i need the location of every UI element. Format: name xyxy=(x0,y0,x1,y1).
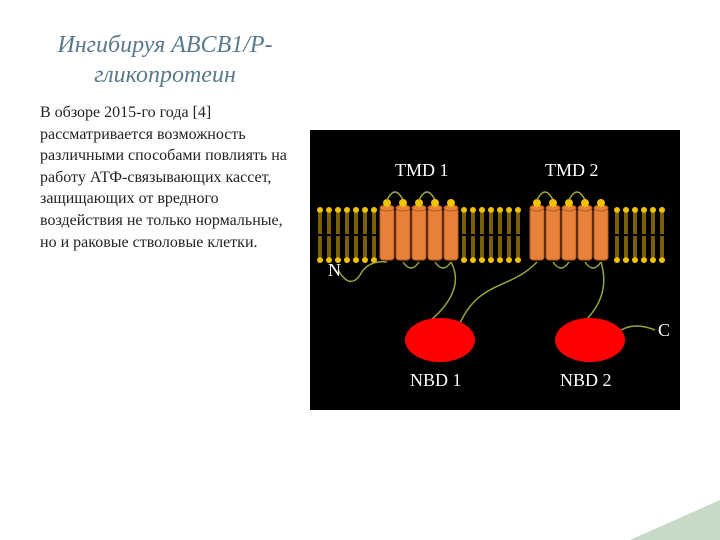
diagram-svg xyxy=(310,130,680,410)
label-c: C xyxy=(658,320,670,341)
label-tmd2: TMD 2 xyxy=(545,160,599,181)
protein-diagram: TMD 1 TMD 2 N C NBD 1 NBD 2 xyxy=(310,130,680,410)
slide-title: Ингибируя ABCB1/P-гликопротеин xyxy=(40,30,290,90)
right-column: TMD 1 TMD 2 N C NBD 1 NBD 2 xyxy=(310,30,680,510)
label-nbd2: NBD 2 xyxy=(560,370,612,391)
body-text: В обзоре 2015-го года [4] рассматриваетс… xyxy=(40,102,290,253)
label-nbd1: NBD 1 xyxy=(410,370,462,391)
accent-corner-icon xyxy=(630,500,720,540)
label-n: N xyxy=(328,260,341,281)
left-column: Ингибируя ABCB1/P-гликопротеин В обзоре … xyxy=(40,30,310,510)
label-tmd1: TMD 1 xyxy=(395,160,449,181)
slide: Ингибируя ABCB1/P-гликопротеин В обзоре … xyxy=(0,0,720,540)
